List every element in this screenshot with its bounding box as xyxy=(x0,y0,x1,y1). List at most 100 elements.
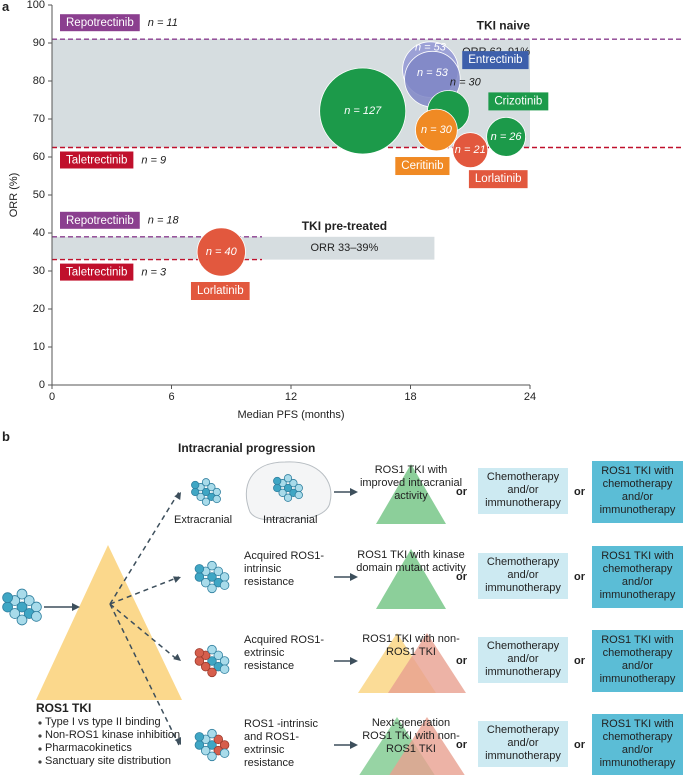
cell xyxy=(194,564,205,574)
cell xyxy=(200,745,211,756)
group-title: TKI pre-treated xyxy=(302,219,387,233)
drug-label: Repotrectinib xyxy=(66,17,134,29)
alternative: Chemotherapy and/or immunotherapy xyxy=(485,724,561,762)
cell xyxy=(207,751,217,762)
cell xyxy=(201,478,211,487)
cell xyxy=(194,648,205,658)
treatment-triangle xyxy=(376,549,446,609)
cell xyxy=(16,614,28,626)
tki-bullet: Non-ROS1 kinase inhibition xyxy=(45,729,181,741)
drug-box xyxy=(60,263,134,281)
y-tick-label: 80 xyxy=(33,75,45,87)
dashed-arrow xyxy=(109,603,180,746)
connector: or xyxy=(456,655,467,667)
dashed-arrow xyxy=(109,603,180,662)
x-axis-label: Median PFS (months) xyxy=(238,409,345,421)
alternative: ROS1 TKI with chemotherapy and/or immuno… xyxy=(599,634,676,685)
drug-label: Entrectinib xyxy=(468,54,522,66)
drug-label: Ceritinib xyxy=(401,160,443,172)
cell xyxy=(191,480,200,490)
cell xyxy=(194,732,205,742)
treatment-triangle xyxy=(376,464,446,524)
treatment: ROS1 TKI with non-ROS1 TKI xyxy=(362,633,460,658)
arrow-head xyxy=(174,737,181,745)
drug-label: Lorlatinib xyxy=(475,173,522,185)
cell xyxy=(200,577,211,588)
alt-box xyxy=(478,721,568,767)
cell xyxy=(219,664,230,674)
x-tick-label: 0 xyxy=(49,391,55,403)
arrow-head xyxy=(173,576,181,583)
state-label: ROS1 -intrinsic and ROS1-extrinsic resis… xyxy=(244,718,318,769)
bullet xyxy=(38,734,42,738)
cell xyxy=(16,601,28,613)
alternative: ROS1 TKI with chemotherapy and/or immuno… xyxy=(599,718,676,769)
drug-label: Crizotinib xyxy=(494,95,542,107)
cell xyxy=(289,479,298,488)
connector: or xyxy=(456,739,467,751)
dashed-arrow xyxy=(109,491,180,605)
cell xyxy=(212,494,221,504)
alt-box xyxy=(592,630,683,692)
drug-box xyxy=(60,14,140,32)
tki-triangle xyxy=(36,545,182,700)
y-tick-label: 10 xyxy=(33,341,45,353)
y-tick-label: 60 xyxy=(33,151,45,163)
cell xyxy=(9,608,21,619)
arrow-head xyxy=(173,653,181,661)
bullet xyxy=(38,721,42,725)
x-tick-label: 24 xyxy=(524,391,536,403)
cell xyxy=(201,497,211,506)
arrow-head xyxy=(350,741,358,749)
drug-box xyxy=(190,282,250,300)
drug-box xyxy=(462,51,529,70)
n-label: n = 9 xyxy=(141,154,166,166)
cell xyxy=(219,748,230,758)
alt-box xyxy=(478,468,568,514)
y-tick-label: 30 xyxy=(33,265,45,277)
drug-box xyxy=(488,92,549,111)
tki-title: ROS1 TKI xyxy=(36,701,92,715)
y-tick-label: 70 xyxy=(33,113,45,125)
cell xyxy=(294,490,303,500)
cell xyxy=(283,493,293,502)
cell xyxy=(31,610,42,622)
alt-box xyxy=(478,553,568,599)
diagram-title: Intracranial progression xyxy=(178,441,316,455)
x-tick-label: 18 xyxy=(404,391,416,403)
bubble-n-label: n = 26 xyxy=(491,131,523,143)
drug-box xyxy=(395,157,450,176)
n-label: n = 3 xyxy=(141,267,167,279)
alt-box xyxy=(592,461,683,523)
state-label: Extracranial xyxy=(174,514,233,526)
cell xyxy=(196,492,205,501)
cell xyxy=(207,656,217,666)
cell xyxy=(207,644,217,655)
drug-box xyxy=(468,170,528,189)
tki-bullet: Pharmacokinetics xyxy=(45,742,132,754)
cell xyxy=(283,483,293,493)
bubble xyxy=(415,108,458,152)
dashed-arrow xyxy=(109,576,180,605)
cell xyxy=(16,588,28,600)
cell xyxy=(278,488,287,497)
bubble-n-label: n = 40 xyxy=(206,246,238,258)
treatment: ROS1 TKI with kinase domain mutant activ… xyxy=(356,549,466,574)
bubble xyxy=(196,227,246,277)
alt-box xyxy=(478,637,568,683)
cell xyxy=(283,474,293,483)
cell xyxy=(213,566,224,577)
bullet xyxy=(38,747,42,751)
alternative: ROS1 TKI with chemotherapy and/or immuno… xyxy=(599,465,676,516)
cell xyxy=(207,740,217,750)
y-tick-label: 100 xyxy=(27,0,45,11)
arrow-head xyxy=(350,488,358,496)
connector: or xyxy=(456,571,467,583)
bubble-n-label: n = 30 xyxy=(421,124,453,136)
bubble-n-label: n = 53 xyxy=(415,42,447,54)
y-tick-label: 20 xyxy=(33,303,45,315)
drug-label: Repotrectinib xyxy=(66,215,134,227)
bubble-n-label: n = 21 xyxy=(455,144,486,156)
cell xyxy=(219,580,230,590)
